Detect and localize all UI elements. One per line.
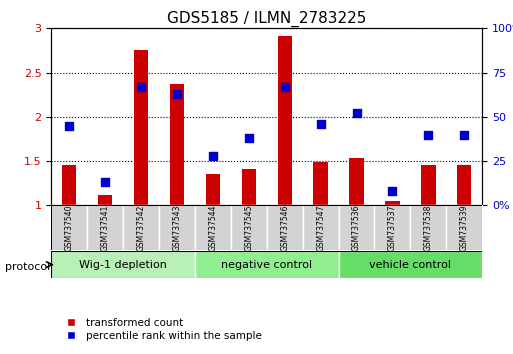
FancyBboxPatch shape xyxy=(87,205,123,250)
Bar xyxy=(457,165,471,205)
FancyBboxPatch shape xyxy=(267,205,303,250)
Text: negative control: negative control xyxy=(221,259,312,270)
Bar xyxy=(206,175,220,205)
Text: GSM737543: GSM737543 xyxy=(172,204,182,251)
Bar xyxy=(170,84,184,205)
Bar xyxy=(242,169,256,205)
FancyBboxPatch shape xyxy=(123,205,159,250)
Bar xyxy=(339,251,482,278)
FancyBboxPatch shape xyxy=(303,205,339,250)
Point xyxy=(352,110,361,116)
Text: GSM737546: GSM737546 xyxy=(280,204,289,251)
Bar xyxy=(62,165,76,205)
Point xyxy=(65,123,73,129)
FancyBboxPatch shape xyxy=(51,205,87,250)
Text: GSM737547: GSM737547 xyxy=(316,204,325,251)
Text: GSM737544: GSM737544 xyxy=(208,204,218,251)
Point xyxy=(137,84,145,90)
Point xyxy=(101,179,109,185)
FancyBboxPatch shape xyxy=(231,205,267,250)
Point xyxy=(460,132,468,137)
FancyBboxPatch shape xyxy=(159,205,195,250)
Title: GDS5185 / ILMN_2783225: GDS5185 / ILMN_2783225 xyxy=(167,11,366,27)
Text: GSM737545: GSM737545 xyxy=(244,204,253,251)
Point xyxy=(281,84,289,90)
Text: GSM737536: GSM737536 xyxy=(352,204,361,251)
Text: GSM737538: GSM737538 xyxy=(424,204,433,251)
Text: Wig-1 depletion: Wig-1 depletion xyxy=(79,259,167,270)
Bar xyxy=(421,165,436,205)
FancyBboxPatch shape xyxy=(410,205,446,250)
FancyBboxPatch shape xyxy=(339,205,374,250)
Text: vehicle control: vehicle control xyxy=(369,259,451,270)
Point xyxy=(424,132,432,137)
Bar xyxy=(278,36,292,205)
Point xyxy=(245,135,253,141)
Bar xyxy=(385,201,400,205)
Point xyxy=(317,121,325,127)
Text: GSM737542: GSM737542 xyxy=(136,204,146,251)
Text: GSM737539: GSM737539 xyxy=(460,204,469,251)
Bar xyxy=(195,251,339,278)
Text: GSM737540: GSM737540 xyxy=(65,204,74,251)
Bar xyxy=(51,251,195,278)
Point xyxy=(173,91,181,97)
Text: protocol: protocol xyxy=(5,262,50,272)
FancyBboxPatch shape xyxy=(446,205,482,250)
Text: GSM737537: GSM737537 xyxy=(388,204,397,251)
Bar xyxy=(349,158,364,205)
Bar xyxy=(313,162,328,205)
Legend: transformed count, percentile rank within the sample: transformed count, percentile rank withi… xyxy=(56,314,266,345)
Point xyxy=(209,153,217,159)
Text: GSM737541: GSM737541 xyxy=(101,204,110,251)
Bar xyxy=(98,195,112,205)
Bar xyxy=(134,50,148,205)
Point xyxy=(388,188,397,194)
FancyBboxPatch shape xyxy=(195,205,231,250)
FancyBboxPatch shape xyxy=(374,205,410,250)
